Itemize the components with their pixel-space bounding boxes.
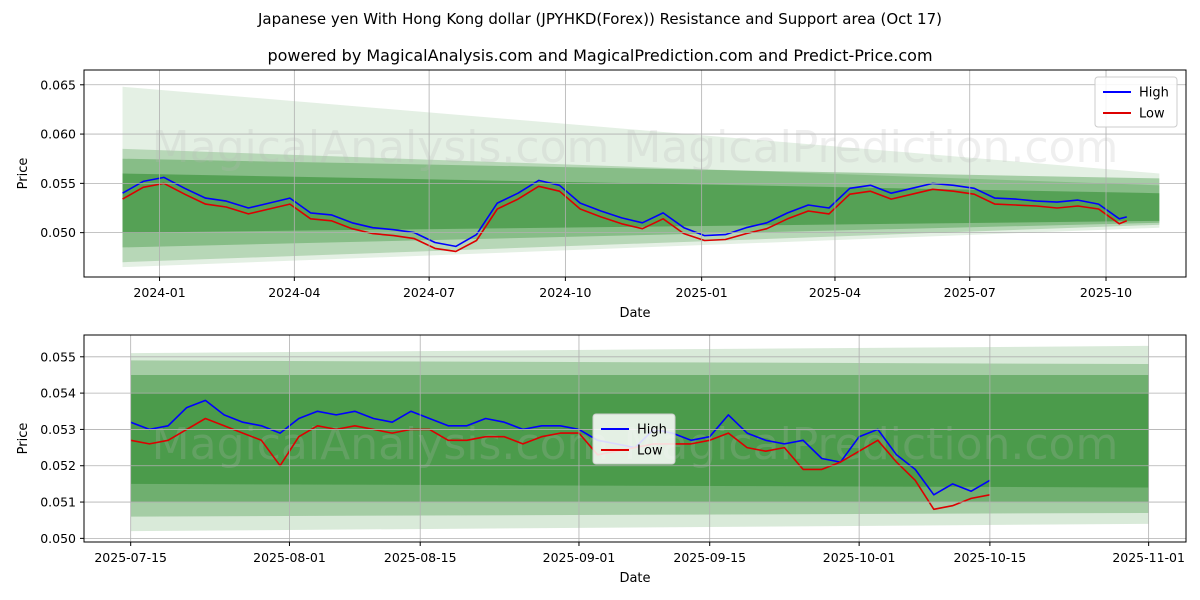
x-tick-label: 2025-09-01 [543,550,616,565]
y-tick-label: 0.053 [40,422,76,437]
y-tick-label: 0.052 [40,458,76,473]
x-tick-label: 2025-09-15 [673,550,746,565]
axes-frame [83,69,1187,278]
x-tick-label: 2025-07-15 [94,550,167,565]
series-line-low [130,417,991,511]
x-tick-label: 2025-04 [809,285,861,300]
legend-label-high: High [1139,86,1169,101]
watermark-text: MagicalAnalysis.com MagicalPrediction.co… [152,122,1119,173]
y-tick-label: 0.050 [40,531,76,546]
x-axis-label: Date [619,306,650,321]
bottom-chart-panel: MagicalAnalysis.com MagicalPrediction.co… [16,334,1187,586]
legend-label-low: Low [1139,107,1165,122]
plot-area: MagicalAnalysis.com MagicalPrediction.co… [122,86,1160,268]
axes-frame [83,334,1187,543]
legend-box [1094,76,1178,128]
x-tick-label: 2025-11-01 [1112,550,1185,565]
x-tick-label: 2024-01 [133,285,185,300]
y-tick-label: 0.060 [40,127,76,142]
x-tick-label: 2024-10 [539,285,591,300]
x-tick-label: 2025-07 [944,285,996,300]
x-tick-label: 2025-10-15 [954,550,1027,565]
x-tick-label: 2024-07 [403,285,455,300]
legend: High Low [592,413,676,465]
top-chart-panel: MagicalAnalysis.com MagicalPrediction.co… [16,69,1187,321]
y-axis-label: Price [16,423,31,455]
chart-title: Japanese yen With Hong Kong dollar (JPYH… [257,10,943,28]
support-resistance-band [122,158,1160,248]
series-line-low [122,182,1128,253]
series-line-high [122,176,1127,248]
legend-box [592,413,676,465]
y-axis-label: Price [16,158,31,190]
legend-label-high: High [637,423,667,438]
support-resistance-band [122,173,1160,233]
x-tick-label: 2025-10 [1080,285,1132,300]
y-tick-label: 0.050 [40,225,76,240]
y-tick-label: 0.054 [40,386,76,401]
x-tick-label: 2025-01 [676,285,728,300]
series-line-high [130,399,991,496]
y-tick-label: 0.055 [40,349,76,364]
x-tick-label: 2024-04 [268,285,320,300]
y-tick-label: 0.065 [40,77,76,92]
x-tick-label: 2025-08-15 [384,550,457,565]
x-tick-label: 2025-08-01 [253,550,326,565]
chart-subtitle: powered by MagicalAnalysis.com and Magic… [267,46,933,65]
y-tick-label: 0.055 [40,176,76,191]
legend: High Low [1094,76,1178,128]
x-axis-label: Date [619,571,650,586]
y-tick-label: 0.051 [40,495,76,510]
legend-label-low: Low [637,444,663,459]
x-tick-label: 2025-10-01 [823,550,896,565]
